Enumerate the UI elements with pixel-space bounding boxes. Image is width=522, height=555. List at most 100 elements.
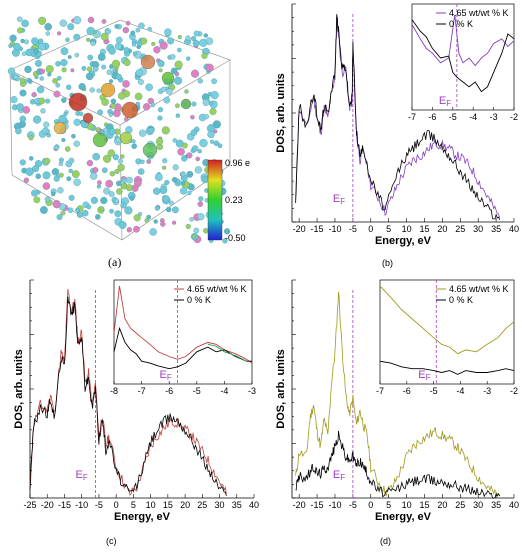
x-tick-label: 0 — [368, 224, 373, 234]
inset-series-line — [411, 19, 515, 93]
atom — [197, 201, 204, 207]
atom — [92, 66, 99, 72]
atom — [73, 33, 81, 41]
atom — [40, 206, 48, 214]
atom — [195, 156, 200, 162]
panel-c: -25 -20 -15 -10 -5 0 5 10 15 20 25 30 35 40 Energy, eV… — [0, 272, 260, 550]
charged-atom — [82, 112, 94, 124]
x-tick-label: 0 — [368, 500, 373, 510]
fermi-level-subscript: F — [340, 473, 345, 482]
atom — [147, 127, 155, 134]
atom — [86, 66, 93, 72]
atom — [33, 196, 41, 204]
atom — [101, 19, 107, 24]
inset-fermi-subscript: F — [167, 373, 172, 382]
atom — [86, 26, 95, 36]
panel-label: (d) — [380, 536, 391, 546]
x-tick-label: 10 — [402, 500, 412, 510]
atom — [209, 107, 217, 116]
atom — [172, 206, 179, 214]
atom — [100, 32, 109, 41]
atom — [117, 92, 126, 100]
atom — [28, 156, 34, 161]
charged-atom — [180, 98, 192, 110]
atom — [31, 37, 39, 45]
atom — [67, 207, 74, 213]
atom — [201, 175, 209, 184]
atom — [115, 73, 122, 80]
atom — [39, 68, 46, 75]
atom — [78, 111, 84, 117]
atom — [191, 234, 196, 239]
atom — [159, 186, 168, 194]
atom — [52, 200, 61, 209]
atom — [103, 127, 108, 133]
inset-x-tick-label: -4 — [456, 386, 464, 396]
atom — [199, 38, 208, 47]
atom — [157, 107, 164, 113]
inset-x-tick-label: -8 — [110, 386, 118, 396]
inset-x-tick-label: -3 — [490, 112, 498, 122]
atom — [154, 173, 163, 182]
inset-frame — [411, 3, 515, 111]
x-axis-label: Energy, eV — [375, 511, 432, 523]
atom — [19, 115, 27, 123]
atom — [165, 206, 172, 213]
atom — [172, 164, 179, 171]
x-tick-label: 10 — [146, 500, 156, 510]
charged-atom — [53, 121, 67, 135]
atom — [29, 98, 36, 105]
atom — [90, 196, 98, 204]
atom — [190, 69, 200, 78]
atom — [162, 165, 167, 170]
atom — [86, 204, 92, 210]
panel-a: 0.96 e 0.23 -0.50 (a) — [0, 0, 260, 270]
dos-chart-c: -25 -20 -15 -10 -5 0 5 10 15 20 25 30 35 40 Energy, eV… — [13, 279, 259, 546]
atom — [208, 101, 213, 106]
atom — [114, 198, 119, 203]
atom — [63, 111, 68, 116]
atom — [106, 69, 113, 76]
atom — [190, 114, 195, 120]
atom — [92, 152, 100, 161]
atom — [116, 188, 123, 195]
atom — [51, 168, 60, 176]
atom — [65, 37, 70, 43]
charged-atom — [68, 92, 88, 112]
atom — [104, 28, 111, 35]
atom — [162, 195, 170, 203]
atom — [7, 67, 15, 75]
inset-series-line — [379, 360, 515, 375]
atom — [95, 214, 101, 220]
atom — [138, 22, 145, 29]
y-axis-label: DOS, arb. units — [275, 73, 287, 152]
atom — [123, 58, 131, 67]
atom — [131, 139, 136, 144]
atom — [45, 98, 51, 104]
atom — [60, 59, 68, 67]
inset-x-tick-label: -2 — [510, 112, 518, 122]
atom — [78, 83, 86, 91]
series-line-k-doped — [295, 291, 501, 497]
atom — [125, 184, 133, 192]
atom — [42, 182, 51, 190]
atom — [126, 227, 132, 233]
atom — [160, 221, 166, 227]
structure-render: 0.96 e 0.23 -0.50 — [7, 16, 250, 244]
atom — [159, 41, 168, 50]
atom — [189, 217, 194, 222]
atom — [44, 23, 52, 31]
atom — [95, 127, 101, 132]
atom — [146, 159, 152, 164]
atom — [172, 138, 178, 143]
legend-entry: 0 % K — [187, 295, 211, 305]
atom — [90, 40, 96, 47]
atom — [45, 31, 51, 36]
atom — [43, 157, 51, 165]
inset-x-tick-label: -5 — [449, 112, 457, 122]
atom — [33, 48, 39, 54]
atom — [55, 61, 61, 67]
atom — [170, 67, 178, 75]
atom — [71, 133, 76, 139]
atom — [68, 194, 75, 201]
